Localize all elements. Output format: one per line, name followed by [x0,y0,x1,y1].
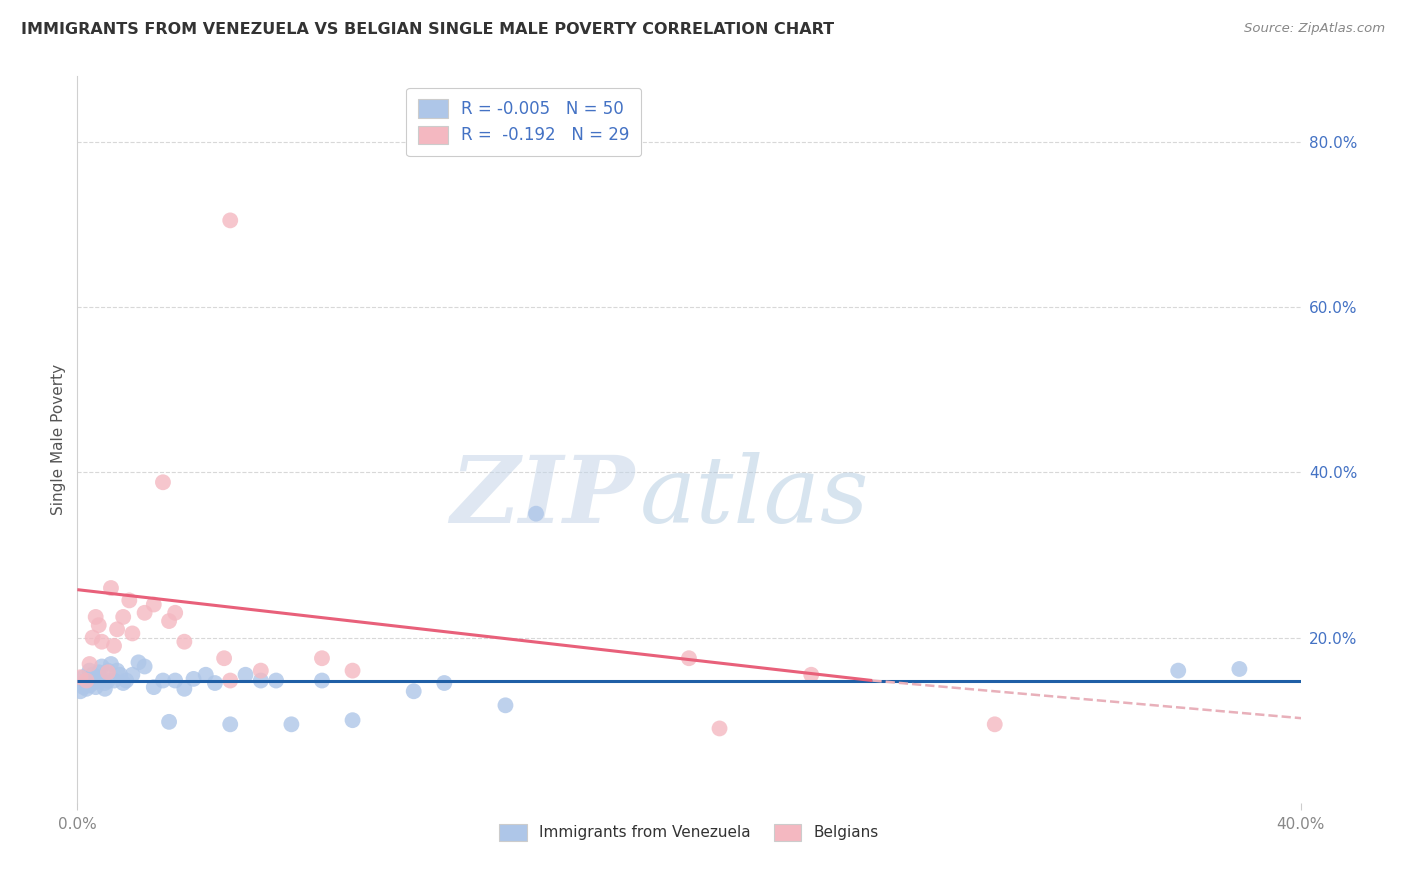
Point [152,673,174,688]
Point [97,664,120,678]
Point [264,673,287,688]
Point [84,673,107,688]
Point [495,698,517,713]
Point [69,684,91,698]
Point [800,667,823,681]
Point [82,631,104,645]
Point [219,673,242,688]
Point [165,673,187,688]
Legend: Immigrants from Venezuela, Belgians: Immigrants from Venezuela, Belgians [491,814,887,850]
Point [79,664,101,678]
Point [152,475,174,490]
Point [165,606,187,620]
Point [173,634,195,648]
Point [118,593,141,607]
Point [105,623,128,637]
Point [342,713,364,727]
Point [204,676,226,690]
Point [121,667,143,681]
Point [84,680,107,694]
Point [524,507,547,521]
Point [115,673,138,688]
Point [134,606,156,620]
Point [79,657,101,671]
Point [105,664,128,678]
Point [82,667,104,681]
Point [76,681,98,696]
Point [157,614,180,628]
Point [250,673,273,688]
Point [112,676,135,690]
Point [79,678,101,692]
Point [127,656,149,670]
Point [76,673,98,688]
Point [112,610,135,624]
Point [87,665,110,680]
Point [142,680,165,694]
Point [183,672,205,686]
Point [235,667,257,681]
Point [87,670,110,684]
Point [84,610,107,624]
Point [194,667,217,681]
Text: atlas: atlas [640,452,869,542]
Point [433,676,456,690]
Point [72,670,94,684]
Point [1167,664,1189,678]
Point [219,717,242,731]
Text: Source: ZipAtlas.com: Source: ZipAtlas.com [1244,22,1385,36]
Point [90,659,112,673]
Point [97,665,120,680]
Point [984,717,1007,731]
Point [94,676,117,690]
Point [212,651,235,665]
Point [100,581,122,595]
Point [94,681,117,696]
Point [90,634,112,648]
Point [402,684,425,698]
Point [678,651,700,665]
Point [72,680,94,694]
Text: IMMIGRANTS FROM VENEZUELA VS BELGIAN SINGLE MALE POVERTY CORRELATION CHART: IMMIGRANTS FROM VENEZUELA VS BELGIAN SIN… [21,22,834,37]
Point [311,651,333,665]
Point [103,673,125,688]
Point [250,664,273,678]
Point [280,717,302,731]
Point [69,670,91,684]
Point [87,618,110,632]
Point [76,676,98,690]
Point [100,657,122,671]
Point [134,659,156,673]
Point [173,681,195,696]
Text: ZIP: ZIP [450,452,634,542]
Point [219,213,242,227]
Point [108,667,131,681]
Point [97,673,120,688]
Point [90,673,112,688]
Point [76,673,98,688]
Point [157,714,180,729]
Point [1229,662,1251,676]
Y-axis label: Single Male Poverty: Single Male Poverty [51,364,66,515]
Point [342,664,364,678]
Point [311,673,333,688]
Point [103,639,125,653]
Point [121,626,143,640]
Point [82,676,104,690]
Point [142,598,165,612]
Point [709,722,731,736]
